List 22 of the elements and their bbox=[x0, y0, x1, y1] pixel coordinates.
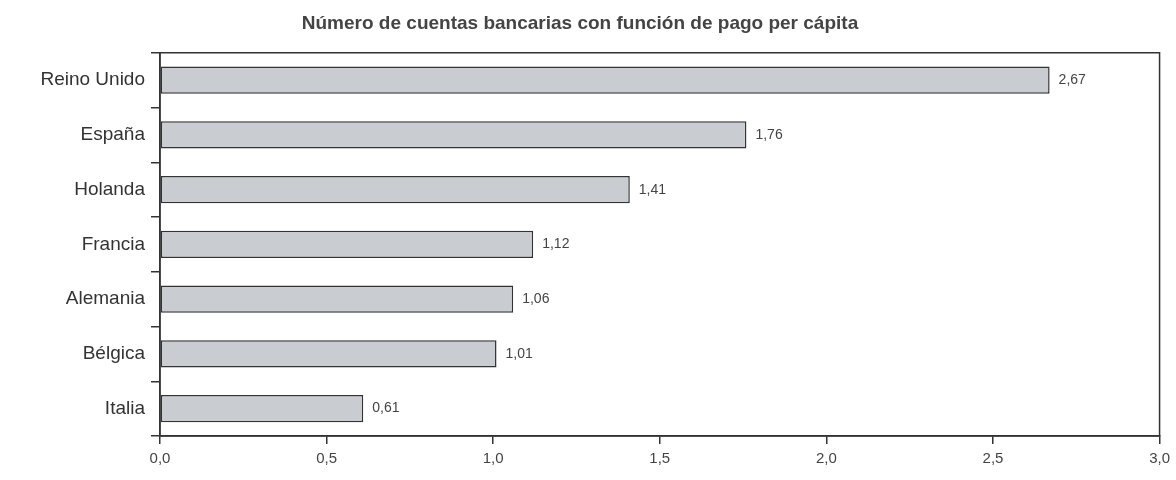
x-tick-label: 1,5 bbox=[649, 449, 671, 467]
x-tick-label: 2,5 bbox=[982, 449, 1004, 467]
data-label: 1,01 bbox=[505, 344, 533, 361]
chart-title: Número de cuentas bancarias con función de pago per cápita bbox=[301, 11, 859, 33]
y-tick-label: Italia bbox=[104, 396, 146, 418]
x-tick-label: 1,0 bbox=[482, 449, 504, 467]
y-tick-label: España bbox=[80, 123, 146, 145]
x-tick-label: 2,0 bbox=[815, 449, 837, 467]
data-label: 1,41 bbox=[638, 180, 667, 197]
x-tick-label: 0,0 bbox=[149, 449, 171, 467]
data-label: 1,76 bbox=[755, 125, 783, 142]
data-label: 1,12 bbox=[542, 235, 570, 252]
x-tick-label: 3,0 bbox=[1149, 449, 1170, 467]
data-label: 2,67 bbox=[1058, 71, 1087, 88]
y-tick-label: Reino Unido bbox=[40, 68, 145, 90]
x-tick-label: 0,5 bbox=[316, 449, 338, 467]
y-tick-label: Bélgica bbox=[82, 342, 146, 364]
y-tick-label: Holanda bbox=[74, 177, 146, 199]
data-label: 1,06 bbox=[522, 290, 550, 306]
y-tick-label: Francia bbox=[81, 232, 146, 254]
y-tick-label: Alemania bbox=[65, 287, 146, 309]
data-label: 0,61 bbox=[372, 399, 400, 416]
